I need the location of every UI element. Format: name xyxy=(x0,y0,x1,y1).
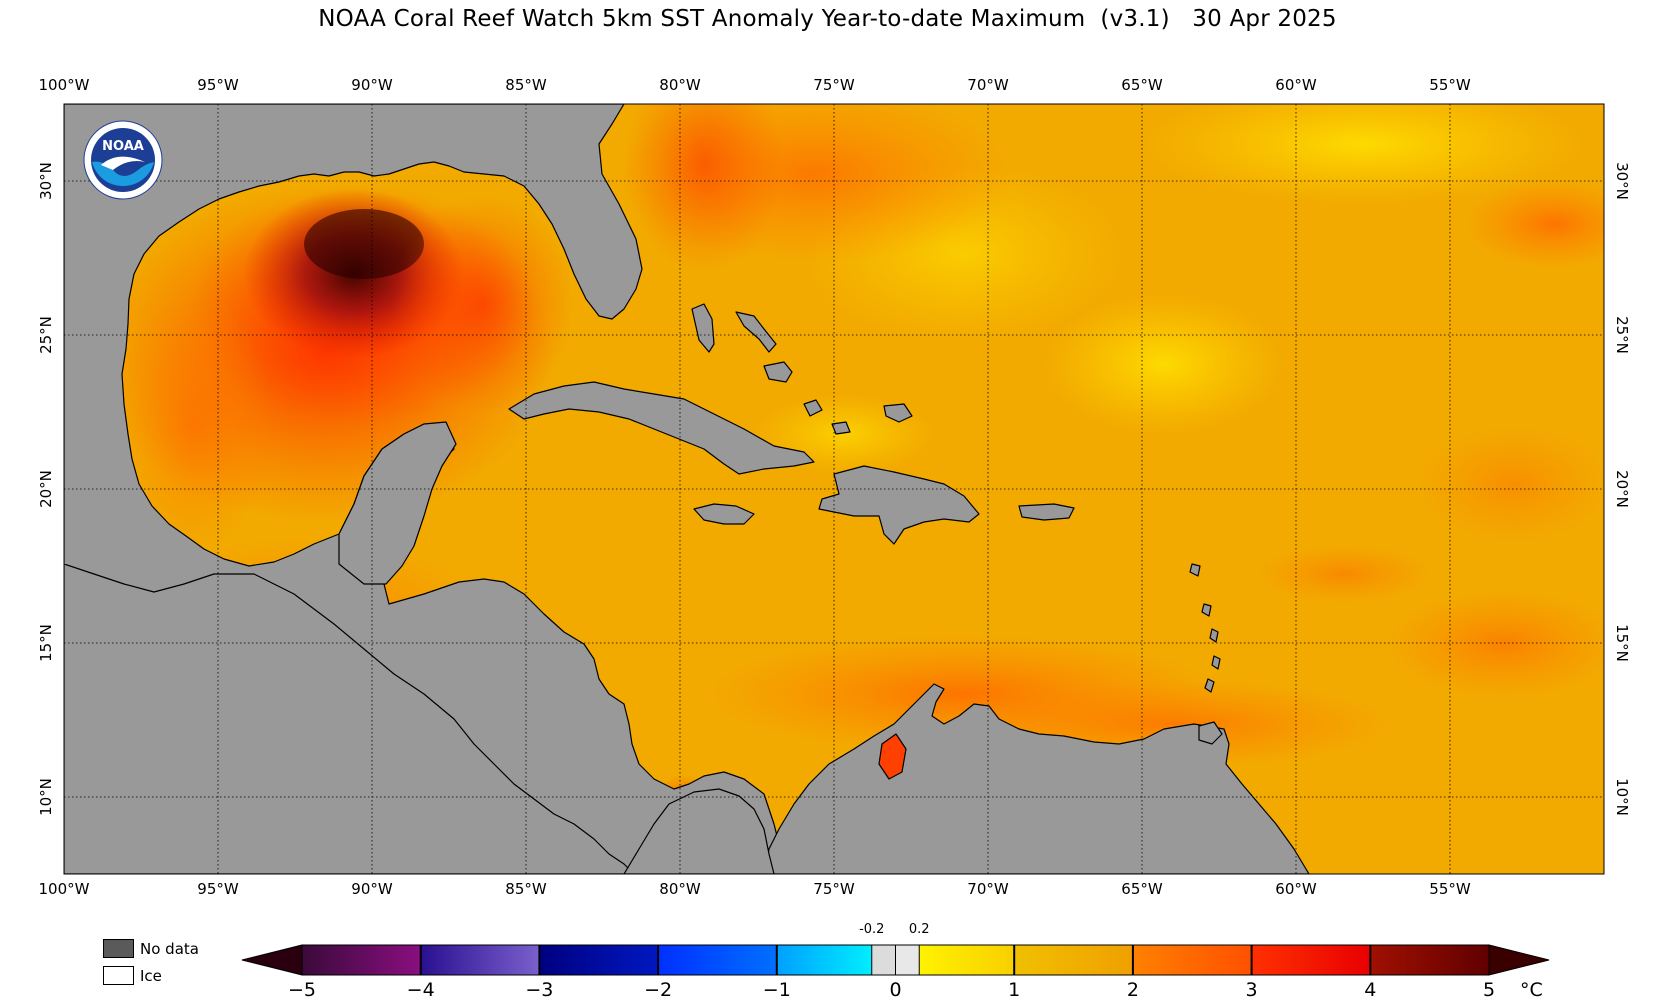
lon-tick-label-bottom: 95°W xyxy=(197,880,239,898)
colorbar-tick-label: −1 xyxy=(762,979,791,1001)
colorbar-tick-label: −4 xyxy=(406,979,435,1001)
lon-tick-label-bottom: 85°W xyxy=(505,880,547,898)
colorbar-tick-label: −5 xyxy=(287,979,317,1001)
sst-anomaly-map xyxy=(63,103,1605,875)
lat-tick-label-left: 10°N xyxy=(37,778,55,816)
lon-tick-label-top: 65°W xyxy=(1121,76,1163,94)
colorbar-small-tick-label: 0.2 xyxy=(908,922,930,937)
land-trinidad xyxy=(1198,721,1223,745)
lon-tick-label-top: 70°W xyxy=(967,76,1009,94)
colorbar-tick-label: 2 xyxy=(1126,979,1139,1001)
colorbar-segment xyxy=(1014,945,1133,975)
colorbar-segment xyxy=(1370,945,1489,975)
lat-tick-label-right: 20°N xyxy=(1613,470,1631,508)
colorbar-tick-label: 3 xyxy=(1245,979,1258,1001)
noaa-logo-text: NOAA xyxy=(102,139,144,154)
lon-tick-label-bottom: 60°W xyxy=(1275,880,1317,898)
colorbar-segment xyxy=(1251,945,1371,975)
ice-label: Ice xyxy=(140,966,162,985)
lon-tick-label-top: 80°W xyxy=(659,76,701,94)
colorbar-segment xyxy=(919,945,1015,975)
colorbar-segment xyxy=(895,945,920,975)
colorbar-segment xyxy=(302,945,421,975)
map-canvas xyxy=(63,103,1605,875)
land-puerto-rico xyxy=(1018,503,1075,521)
colorbar-tick-label: 1 xyxy=(1008,979,1021,1001)
lon-tick-label-bottom: 55°W xyxy=(1429,880,1471,898)
colorbar-segment xyxy=(1132,945,1252,975)
lat-tick-label-left: 15°N xyxy=(37,624,55,662)
lon-tick-label-bottom: 100°W xyxy=(38,880,90,898)
colorbar-tick-label: 0 xyxy=(889,979,902,1001)
legend-swatches: No data Ice xyxy=(103,935,199,989)
lon-tick-label-bottom: 70°W xyxy=(967,880,1009,898)
colorbar-tick-label: −2 xyxy=(644,979,673,1001)
colorbar-border xyxy=(301,944,1490,976)
land-jamaica xyxy=(693,503,755,525)
land-panama xyxy=(623,788,775,874)
colorbar-arrow-low xyxy=(241,944,303,976)
colorbar-segment xyxy=(776,945,872,975)
lon-tick-label-bottom: 90°W xyxy=(351,880,393,898)
legend-ice: Ice xyxy=(103,962,199,989)
lon-tick-label-top: 60°W xyxy=(1275,76,1317,94)
lat-tick-label-left: 30°N xyxy=(37,162,55,200)
colorbar-segment xyxy=(871,945,896,975)
lon-tick-label-top: 90°W xyxy=(351,76,393,94)
noaa-logo: NOAA xyxy=(83,120,163,200)
land-cuba xyxy=(508,381,815,475)
colorbar-small-tick-label: -0.2 xyxy=(859,922,885,937)
lake-maracaibo xyxy=(878,733,907,780)
lon-tick-label-top: 95°W xyxy=(197,76,239,94)
colorbar-segment xyxy=(539,945,659,975)
colorbar-unit: °C xyxy=(1520,979,1543,1001)
lat-tick-label-right: 15°N xyxy=(1613,624,1631,662)
map-border xyxy=(63,103,1605,875)
lon-tick-label-top: 55°W xyxy=(1429,76,1471,94)
lat-tick-label-left: 20°N xyxy=(37,470,55,508)
land-yucatan xyxy=(338,421,457,585)
map-title: NOAA Coral Reef Watch 5km SST Anomaly Ye… xyxy=(318,6,1337,32)
land-bahamas xyxy=(691,303,715,353)
colorbar-segment xyxy=(658,945,777,975)
lat-tick-label-right: 30°N xyxy=(1613,162,1631,200)
land-south-america xyxy=(763,683,1310,874)
lon-tick-label-bottom: 80°W xyxy=(659,880,701,898)
colorbar-segment xyxy=(420,945,540,975)
legend-no-data: No data xyxy=(103,935,199,962)
lon-tick-label-top: 85°W xyxy=(505,76,547,94)
lat-tick-label-right: 25°N xyxy=(1613,316,1631,354)
colorbar-tick-label: 4 xyxy=(1364,979,1377,1001)
land-hispaniola xyxy=(818,465,980,545)
colorbar-tick-label: −3 xyxy=(525,979,554,1001)
map-gridlines xyxy=(64,104,1604,874)
lon-tick-label-top: 100°W xyxy=(38,76,90,94)
colorbar-arrow-high xyxy=(1488,944,1550,976)
ice-swatch xyxy=(103,966,134,985)
lat-tick-label-right: 10°N xyxy=(1613,778,1631,816)
colorbar-tick-label: 5 xyxy=(1482,979,1496,1001)
no-data-swatch xyxy=(103,939,134,958)
no-data-label: No data xyxy=(140,939,199,958)
lon-tick-label-bottom: 65°W xyxy=(1121,880,1163,898)
lat-tick-label-left: 25°N xyxy=(37,316,55,354)
lon-tick-label-bottom: 75°W xyxy=(813,880,855,898)
lon-tick-label-top: 75°W xyxy=(813,76,855,94)
